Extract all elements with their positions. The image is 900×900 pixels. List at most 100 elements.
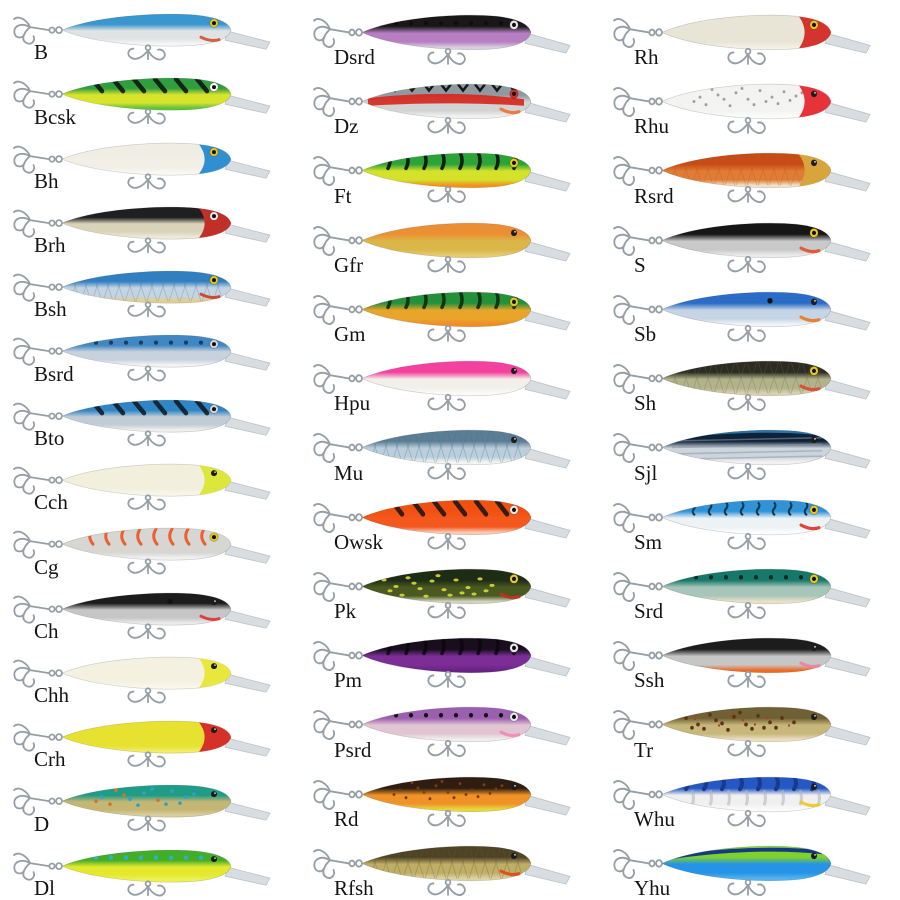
lure-image xyxy=(313,638,571,689)
lure-item: Bcsk xyxy=(0,64,300,128)
treble-hook-icon xyxy=(13,595,166,639)
treble-hook-icon xyxy=(313,364,466,412)
treble-hook-icon xyxy=(13,273,166,318)
lure-eye xyxy=(209,532,219,542)
lure-eye xyxy=(811,90,817,98)
lure-lip xyxy=(824,102,871,123)
lure-image xyxy=(313,84,571,135)
lure-body xyxy=(361,845,532,881)
lure-eye xyxy=(811,713,817,721)
lure-code-label: Whu xyxy=(634,806,675,831)
lure-item: Owsk xyxy=(300,485,600,554)
lure-image xyxy=(13,78,271,125)
lure-pattern xyxy=(684,710,796,733)
lure-body xyxy=(361,707,532,743)
lure-lip xyxy=(524,33,571,54)
lure-item: Dl xyxy=(0,836,300,900)
lure-pattern xyxy=(767,297,773,304)
lure-code-label: Ch xyxy=(34,618,59,643)
lure-body xyxy=(661,568,832,604)
treble-hook-icon xyxy=(313,641,466,689)
lure-eye xyxy=(811,852,817,859)
lure-code-label: Brh xyxy=(34,233,66,258)
lure-eye xyxy=(511,783,517,790)
lure-eye xyxy=(209,275,219,285)
lure-gill-accent xyxy=(499,730,521,738)
lure-body xyxy=(361,499,532,535)
lure-pattern xyxy=(93,855,204,860)
lure-lip xyxy=(224,287,271,307)
lure-gill-accent xyxy=(799,661,821,669)
treble-hook-icon xyxy=(313,87,466,135)
lure-body xyxy=(61,335,232,368)
lure-image xyxy=(313,222,571,273)
lure-item: Srd xyxy=(600,554,900,623)
treble-hook-icon xyxy=(13,723,166,768)
lure-code-label: Dsrd xyxy=(334,45,375,70)
lure-lip xyxy=(224,866,271,886)
lure-eye xyxy=(209,147,219,157)
treble-hook-icon xyxy=(313,779,466,827)
lure-item: Chh xyxy=(0,643,300,707)
treble-hook-icon xyxy=(613,433,766,481)
lure-eye xyxy=(211,662,217,669)
lure-code-label: Pk xyxy=(334,599,357,624)
lure-body xyxy=(361,638,532,674)
lure-code-label: Dz xyxy=(334,114,359,139)
lure-eye xyxy=(509,89,519,99)
treble-hook-icon xyxy=(313,225,466,273)
lure-image xyxy=(13,399,271,446)
lure-image xyxy=(313,291,571,342)
lure-code-label: Cg xyxy=(34,554,59,579)
lure-gill-accent xyxy=(499,592,521,600)
lure-image xyxy=(13,592,271,639)
lure-item: Rd xyxy=(300,762,600,831)
lure-item: Cch xyxy=(0,450,300,514)
lure-item: Gm xyxy=(300,277,600,346)
lure-item: Sm xyxy=(600,485,900,554)
treble-hook-icon xyxy=(613,848,766,896)
lure-pattern xyxy=(89,399,210,416)
lure-lip xyxy=(524,171,571,192)
lure-eye xyxy=(809,366,819,376)
lure-head xyxy=(799,85,831,118)
lure-code-label: Rhu xyxy=(634,114,670,139)
lure-eye xyxy=(811,644,817,652)
lure-lip xyxy=(224,30,271,50)
lure-image xyxy=(613,568,871,619)
lure-code-label: Mu xyxy=(334,460,364,485)
lure-item: Hpu xyxy=(300,346,600,415)
lure-lip xyxy=(824,33,871,54)
lure-body xyxy=(361,361,532,397)
lure-lip xyxy=(224,737,271,757)
lure-gill-accent xyxy=(499,869,521,877)
lure-eye xyxy=(509,573,519,584)
lure-code-label: Cch xyxy=(34,490,68,515)
lure-item: Bsrd xyxy=(0,321,300,385)
lure-code-label: Dl xyxy=(34,875,55,900)
lure-gill-accent xyxy=(799,523,821,530)
lure-gill-accent xyxy=(199,35,221,43)
lure-eye xyxy=(509,296,519,307)
lure-code-label: Hpu xyxy=(334,391,371,416)
treble-hook-icon xyxy=(613,710,766,758)
lure-body xyxy=(61,13,232,47)
treble-hook-icon xyxy=(13,209,166,254)
lure-head xyxy=(799,16,831,49)
lure-lip xyxy=(224,159,271,179)
lure-item: Yhu xyxy=(600,831,900,900)
treble-hook-icon xyxy=(313,18,466,65)
lure-image xyxy=(13,656,271,704)
lure-code-label: Bsh xyxy=(34,297,67,322)
lure-lip xyxy=(524,794,571,816)
lure-lip xyxy=(524,725,571,746)
treble-hook-icon xyxy=(613,571,766,619)
lure-image xyxy=(13,13,271,61)
treble-hook-icon xyxy=(613,18,766,65)
lure-code-label: Psrd xyxy=(334,737,372,762)
lure-pattern xyxy=(167,598,173,604)
lure-eye xyxy=(209,339,219,350)
lure-body xyxy=(361,568,532,604)
lure-code-label: S xyxy=(634,252,646,277)
lure-image xyxy=(613,84,871,135)
